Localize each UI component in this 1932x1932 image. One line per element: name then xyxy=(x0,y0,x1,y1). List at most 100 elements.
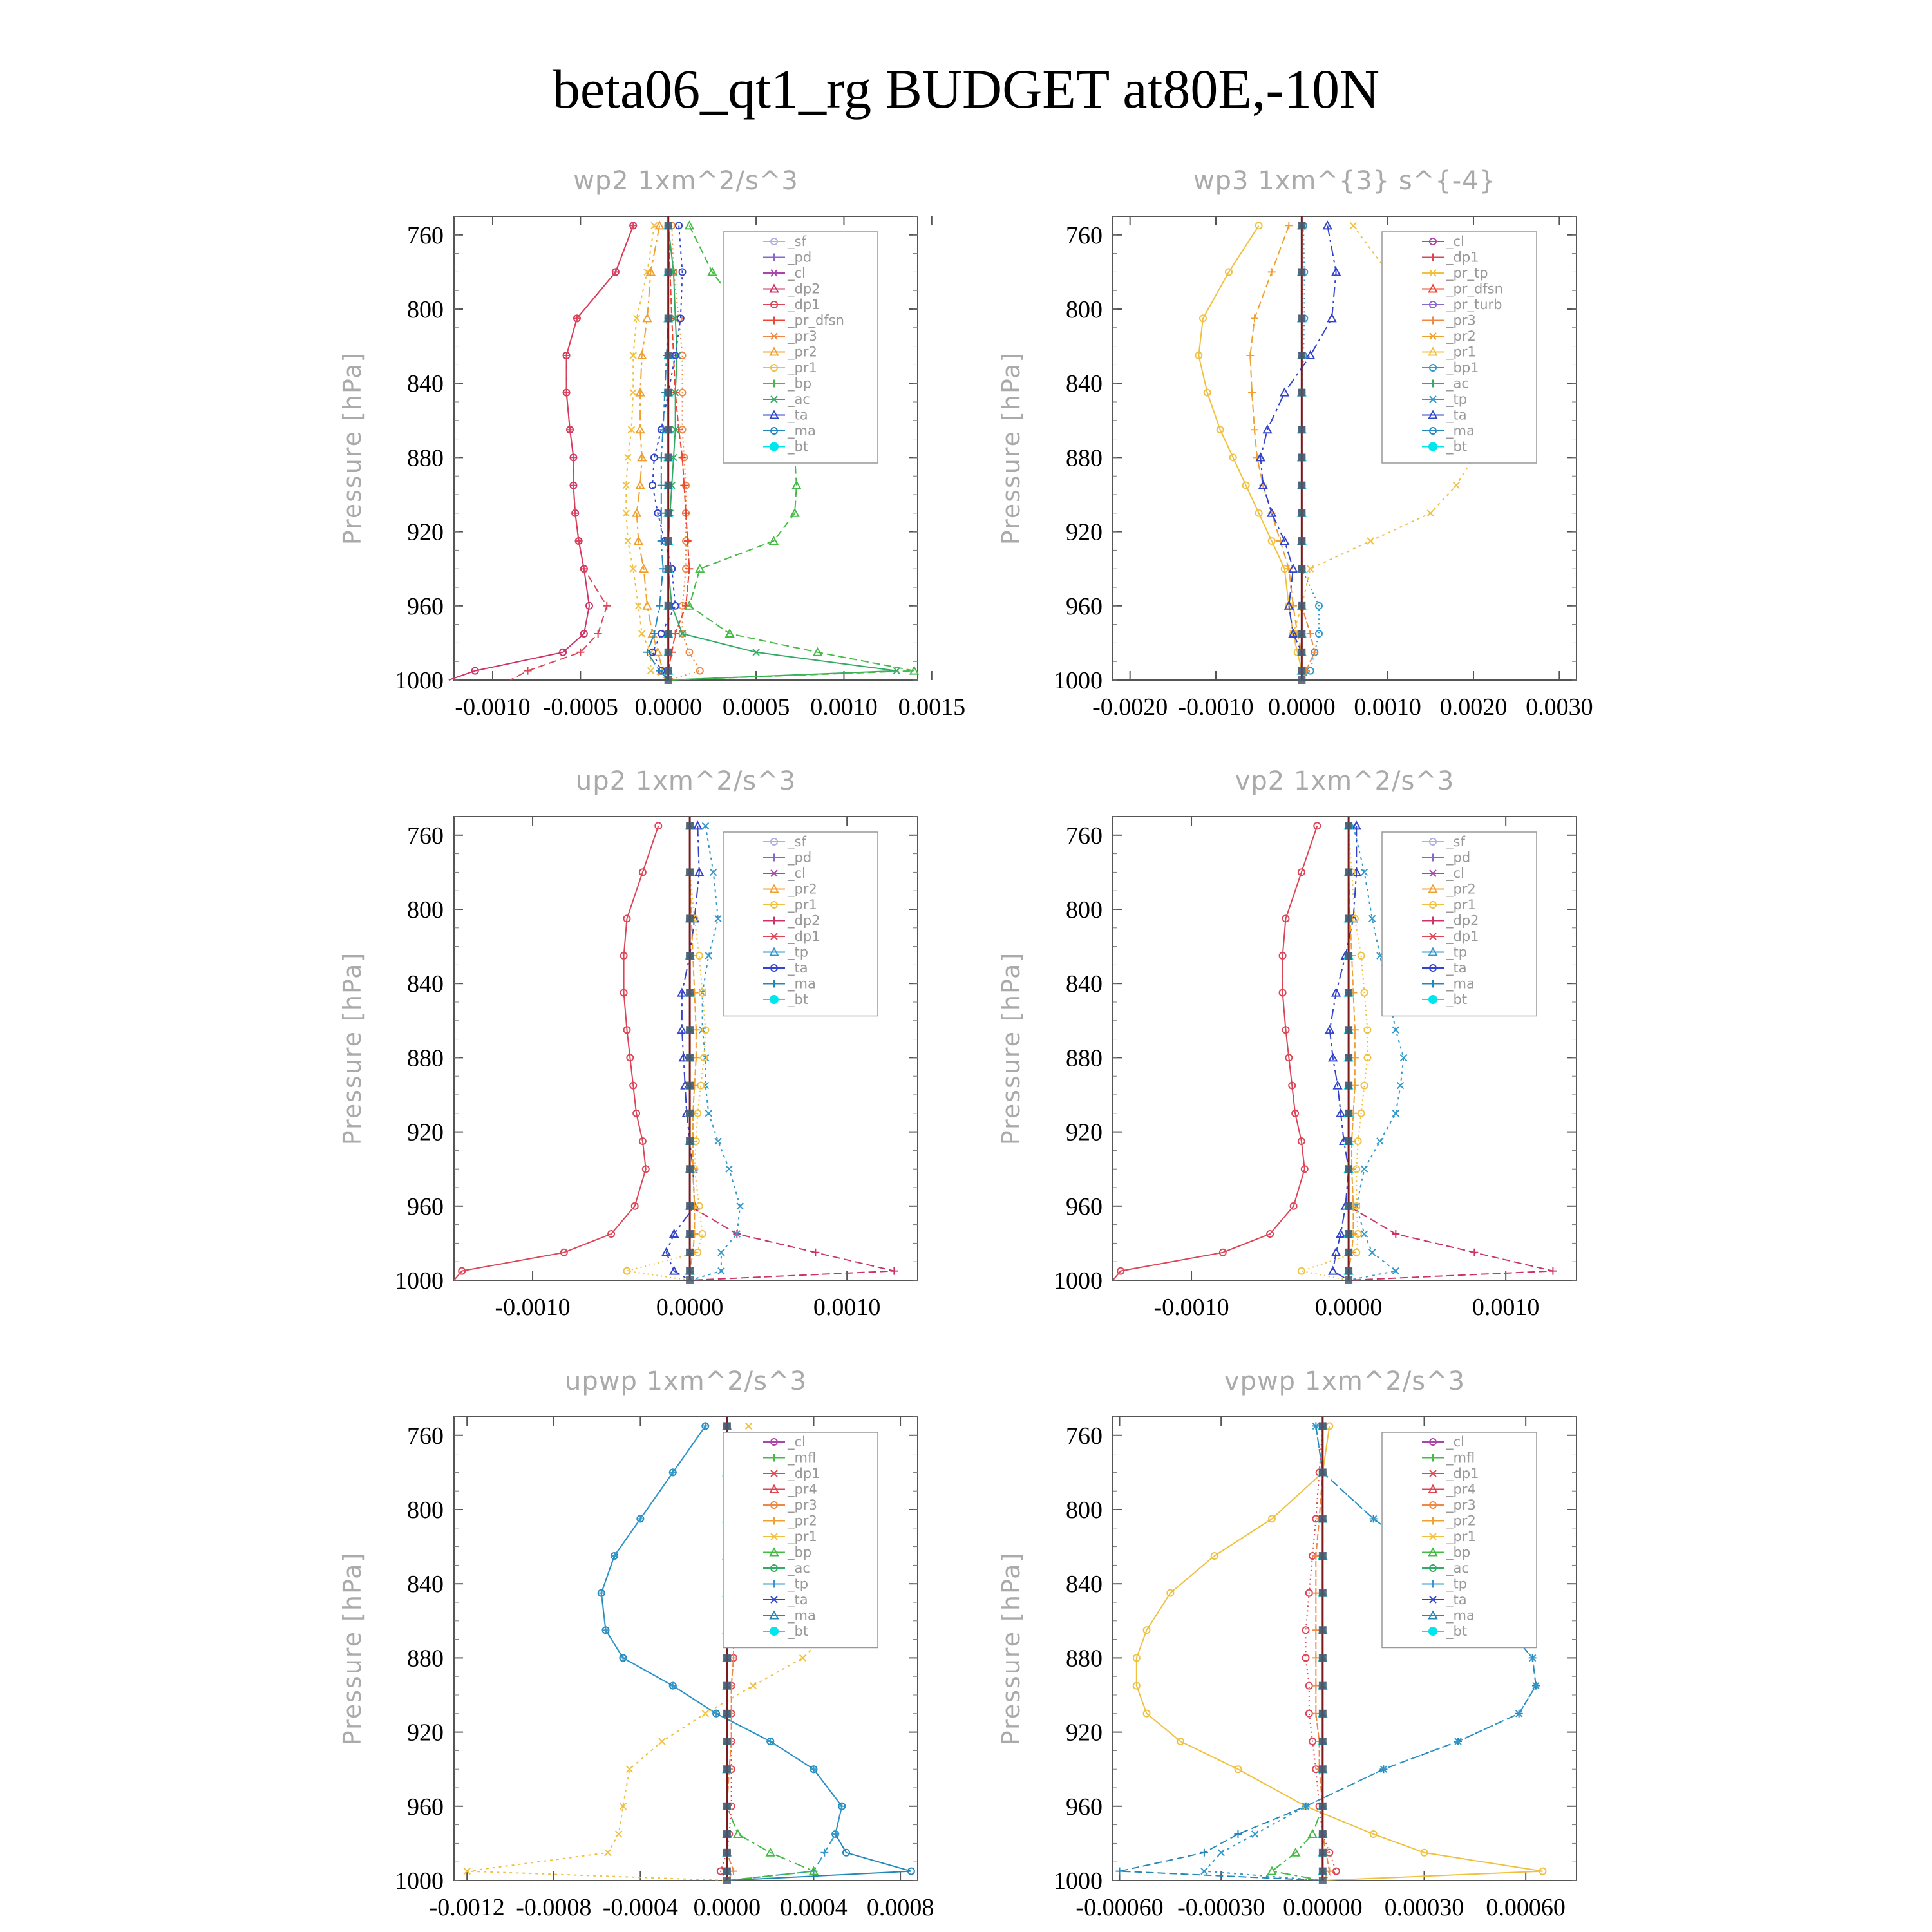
panel-6-legend-label: _bt xyxy=(1446,1624,1467,1640)
panel-4-legend-label: _dp2 xyxy=(1446,913,1479,929)
panel-2: wp3 1xm^{3} s^{-4} Pressure [hPa] 760 800 84… xyxy=(997,166,1593,721)
panel-4-point_pr1 xyxy=(1357,952,1365,960)
panel-6-zero-marker xyxy=(1318,1848,1327,1857)
panel-1-series_dp1 xyxy=(509,222,638,681)
panel-1-point_dp1 xyxy=(524,667,532,675)
panel-5-xtick-label: -0.0004 xyxy=(603,1894,678,1921)
panel-4-zero-marker xyxy=(1345,1248,1353,1256)
panel-5-legend-marker xyxy=(769,1484,779,1493)
panel-4-point_dp1 xyxy=(1313,822,1321,830)
panel-4-point_ta xyxy=(1331,1247,1341,1256)
panel-2-legend-marker xyxy=(1429,395,1437,403)
panel-1-point_dp1 xyxy=(573,314,581,323)
panel-6-legend-box xyxy=(1381,1432,1537,1649)
panel-4-ytick-label: 880 xyxy=(1066,1045,1103,1072)
panel-2-point_ta xyxy=(1322,220,1333,230)
panel-3-point_tp xyxy=(714,914,722,923)
panel-3-legend-label: _dp2 xyxy=(787,913,820,929)
panel-1-point_ta xyxy=(675,222,683,230)
panel-6-point_ma xyxy=(1234,1830,1242,1838)
panel-6-legend-label: _pr1 xyxy=(1446,1529,1476,1545)
panel-2-point_ta xyxy=(1288,564,1298,573)
panel-6-zero-marker xyxy=(1318,1422,1327,1430)
panel-4-point_dp1 xyxy=(1266,1230,1274,1238)
panel-4-point_tp xyxy=(1360,1165,1368,1173)
panel-5-legend-label: _dp1 xyxy=(787,1466,820,1482)
panel-4-zero-marker xyxy=(1345,952,1353,960)
panel-4-point_tp xyxy=(1392,1267,1400,1275)
panel-1-point_ac xyxy=(671,426,679,433)
panel-1-xtick-label: 0.0015 xyxy=(898,694,966,721)
panel-3-point_ta xyxy=(669,1265,679,1275)
panel-2-point_pr1 xyxy=(1216,426,1224,434)
panel-6-legend-label: _tp xyxy=(1446,1577,1467,1593)
panel-1-zero-marker xyxy=(664,601,672,610)
panel-1-zero-marker xyxy=(664,565,672,573)
panel-6-point_pr4 xyxy=(1312,1654,1320,1662)
panel-4-legend-label: _dp1 xyxy=(1446,929,1479,945)
panel-6-point_pr1 xyxy=(1539,1867,1547,1875)
panel-1-zero-marker xyxy=(664,222,672,230)
panel-5-zero-marker xyxy=(723,1422,731,1430)
panel-2-xtick-label: 0.0010 xyxy=(1354,694,1421,721)
panel-1-legend-label: _pr1 xyxy=(787,360,817,376)
panel-5-point_bp xyxy=(765,1847,775,1857)
panel-5-point_tp xyxy=(610,1552,618,1560)
panel-4-legend-label: _ma xyxy=(1446,976,1475,992)
panel-1-point_dp1 xyxy=(594,630,602,638)
panel-1-legend-marker xyxy=(769,346,779,356)
panel-1-xtick-label: 0.0000 xyxy=(634,694,702,721)
panel-2-ytick-label: 1000 xyxy=(1054,667,1103,694)
panel-6-legend: _cl_mfl_dp1_pr4_pr3_pr2_pr1_bp_ac_tp_ta_… xyxy=(1381,1432,1537,1649)
panel-1-point_bp xyxy=(812,647,823,656)
panel-2-xtick-label: -0.0020 xyxy=(1092,694,1168,721)
panel-1-point_pr3 xyxy=(696,667,704,675)
panel-5: upwp 1xm^2/s^3 Pressure [hPa] 760 800 840 880… xyxy=(338,1367,934,1921)
panel-6-legend-marker xyxy=(1429,1501,1437,1509)
panel-4-zero-marker xyxy=(1345,1054,1353,1062)
panel-2-legend-marker xyxy=(1428,410,1438,419)
panel-4-legend-label: _sf xyxy=(1446,834,1465,850)
panel-1-point_ac xyxy=(673,352,681,359)
panel-4-frame xyxy=(1112,816,1577,1281)
panel-3-point_ta xyxy=(678,1052,689,1062)
panel-1-legend-label: _pr_dfsn xyxy=(787,313,844,329)
panel-6-legend-label: _cl xyxy=(1446,1434,1464,1450)
panel-1-point_pr2 xyxy=(654,220,665,230)
panel-6-line_pr4 xyxy=(1315,1426,1331,1881)
panel-5-legend-label: _pr2 xyxy=(787,1513,817,1530)
panel-3-point_dp1 xyxy=(620,952,628,960)
panel-5-zero-marker xyxy=(723,1654,731,1662)
panel-5-point_tp xyxy=(668,1468,677,1477)
panel-4-zero-terms xyxy=(1345,817,1353,1284)
panel-1-point_bp xyxy=(909,665,920,675)
panel-1-legend-label: _bt xyxy=(787,439,808,455)
panel-1-xtick-label: 0.0010 xyxy=(810,694,878,721)
panel-6-zero-marker xyxy=(1318,1654,1327,1662)
panel-5-legend-marker xyxy=(770,1533,778,1540)
panel-1-legend-marker xyxy=(770,442,779,451)
panel-1-legend-marker xyxy=(770,379,778,388)
panel-5-legend-label: _bt xyxy=(787,1624,808,1640)
panel-6-point_pr1 xyxy=(1132,1654,1141,1662)
panel-3-point_ta xyxy=(677,987,687,997)
panel-6-legend-label: _dp1 xyxy=(1446,1466,1479,1482)
panel-5-point_bp xyxy=(733,1828,743,1838)
panel-1-point_bp xyxy=(790,507,800,517)
panel-1-point_ma xyxy=(657,509,665,517)
panel-5-legend-marker xyxy=(770,1564,778,1572)
panel-6-legend-marker xyxy=(1429,1533,1437,1540)
panel-5-point_pr1 xyxy=(614,1830,623,1838)
panel-4-point_tp xyxy=(1392,1110,1400,1117)
panel-3-point_ta xyxy=(661,1247,672,1256)
panel-6-ylabel: Pressure [hPa] xyxy=(997,1552,1025,1746)
panel-2-legend-marker xyxy=(1429,364,1437,372)
panel-2-point_ta xyxy=(1255,452,1266,462)
panel-5-ytick-label: 1000 xyxy=(395,1868,444,1895)
panel-5-ylabel: Pressure [hPa] xyxy=(338,1552,366,1746)
panel-6-legend-label: _pr2 xyxy=(1446,1513,1476,1530)
panel-2-legend-label: _ac xyxy=(1446,376,1469,392)
panel-2-ytick-label: 840 xyxy=(1066,370,1103,397)
panel-6-line_ma xyxy=(1119,1426,1537,1881)
panel-5-line_tp xyxy=(600,1425,843,1881)
